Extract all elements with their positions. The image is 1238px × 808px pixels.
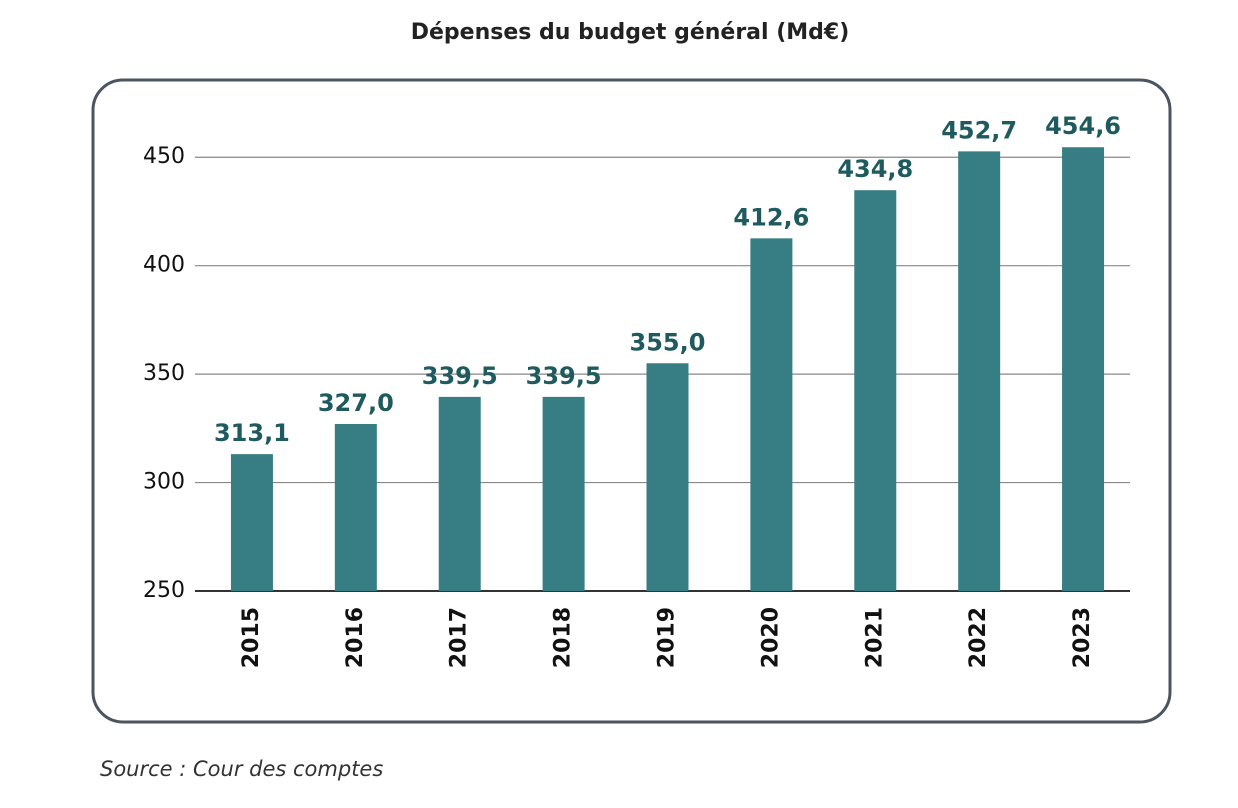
y-tick-label: 250 [143, 578, 185, 603]
bar [230, 454, 273, 591]
bar [958, 151, 1001, 592]
y-tick-label: 350 [143, 361, 185, 386]
bar [750, 238, 793, 591]
y-tick-label: 400 [143, 253, 185, 278]
bar [646, 363, 689, 591]
y-tick-label: 450 [143, 144, 185, 169]
value-label: 339,5 [526, 362, 602, 390]
bar [438, 396, 481, 591]
bar [334, 423, 377, 591]
value-label: 339,5 [422, 362, 498, 390]
bar [854, 190, 897, 591]
x-tick-label: 2015 [239, 607, 264, 668]
chart-title: Dépenses du budget général (Md€) [411, 20, 850, 45]
x-tick-label: 2021 [862, 607, 887, 668]
value-label: 313,1 [214, 419, 290, 447]
value-label: 452,7 [941, 116, 1017, 144]
x-tick-label: 2023 [1070, 607, 1095, 668]
bar [542, 396, 585, 591]
x-tick-label: 2020 [758, 607, 783, 668]
y-tick-label: 300 [143, 470, 185, 495]
source: Source : Cour des comptes [100, 757, 383, 781]
frame [91, 78, 1172, 724]
x-tick-label: 2016 [343, 607, 368, 668]
x-tick-label: 2018 [551, 607, 576, 668]
value-label: 454,6 [1045, 112, 1121, 140]
value-label: 355,0 [630, 328, 706, 356]
x-tick-label: 2017 [447, 607, 472, 668]
value-label: 327,0 [318, 389, 394, 417]
bar [1062, 147, 1105, 591]
value-label: 434,8 [837, 155, 913, 183]
x-tick-label: 2019 [655, 607, 680, 668]
value-label: 412,6 [733, 203, 809, 231]
x-tick-label: 2022 [966, 607, 991, 668]
